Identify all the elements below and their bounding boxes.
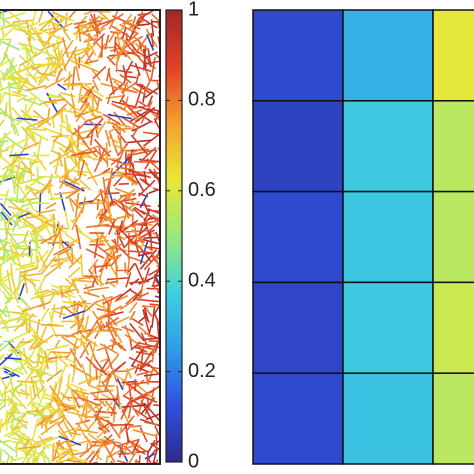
heatmap-cell (342, 372, 434, 465)
heatmap-cell (432, 190, 474, 284)
heatmap-cell (342, 100, 434, 193)
heatmap-cell (252, 9, 344, 102)
heatmap-cell (252, 281, 344, 374)
heatmap-cell (432, 281, 474, 374)
heatmap-cell (342, 281, 434, 374)
heatmap (252, 9, 474, 465)
colorbar-tick-label: 0.2 (188, 360, 216, 382)
heatmap-cell (432, 372, 474, 465)
colorbar-tick-label: 1 (188, 0, 199, 20)
heatmap-cell (252, 100, 344, 193)
heatmap-cell (432, 100, 474, 193)
heatmap-cell (342, 190, 434, 284)
colorbar-tick-label: 0.8 (188, 89, 216, 111)
colorbar-tick-label: 0.4 (188, 269, 216, 291)
heatmap-cell (432, 9, 474, 102)
colorbar-tick-label: 0.6 (188, 179, 216, 201)
image-frame (0, 9, 161, 465)
heatmap-cell (342, 9, 434, 102)
heatmap-cell (252, 190, 344, 284)
fiber-image (0, 10, 160, 464)
colorbar (165, 9, 183, 463)
colorbar-tick-label: 0 (188, 450, 199, 472)
heatmap-cell (252, 372, 344, 465)
